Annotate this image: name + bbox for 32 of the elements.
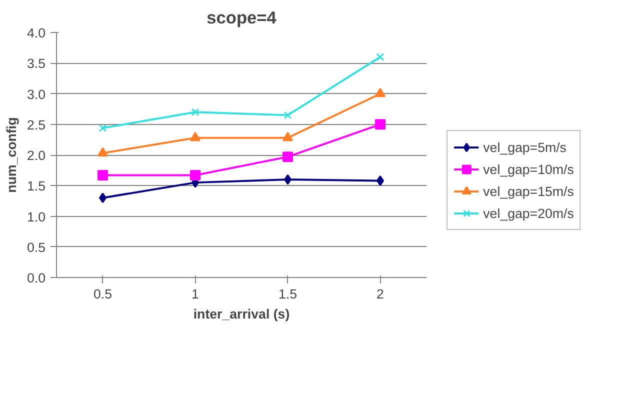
point: [282, 132, 293, 142]
point: [98, 147, 108, 157]
x-tick-label: 2: [376, 286, 384, 302]
point: [282, 152, 293, 162]
point: [190, 170, 200, 180]
x-axis-title: inter_arrival (s): [193, 306, 290, 322]
point: [98, 124, 107, 132]
y-tick-label: 4.0: [26, 26, 46, 40]
legend-label: vel_gap=5m/s: [483, 140, 566, 154]
point: [375, 119, 386, 130]
y-tick-label: 0.5: [26, 240, 46, 255]
y-tick-label: 1.0: [26, 209, 46, 224]
point: [191, 108, 200, 116]
legend-label: vel_gap=20m/s: [483, 206, 574, 220]
legend-label: vel_gap=10m/s: [483, 162, 574, 176]
y-tick-label: 1.5: [26, 178, 46, 194]
y-tick-label: 3.0: [26, 86, 46, 102]
point: [375, 88, 386, 98]
y-tick-label: 0.0: [26, 270, 46, 286]
chart-title: scope=4: [206, 8, 277, 28]
x-tick-label: 1.5: [278, 286, 298, 302]
y-tick-label: 2.0: [26, 148, 46, 163]
y-axis-title: num_config: [4, 117, 19, 193]
legend-label: vel_gap=15m/s: [483, 184, 574, 198]
y-tick-label: 2.5: [26, 117, 46, 132]
x-tick-label: 0.5: [93, 286, 112, 302]
point: [98, 170, 108, 180]
point: [190, 132, 200, 142]
point: [284, 111, 292, 120]
x-tick-label: 1: [192, 286, 199, 302]
y-tick-label: 3.5: [26, 56, 46, 72]
point: [376, 53, 384, 61]
